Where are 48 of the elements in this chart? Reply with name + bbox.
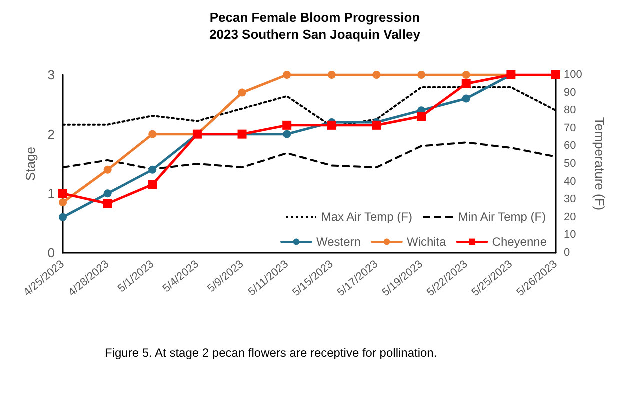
chart-subtitle: 2023 Southern San Joaquin Valley bbox=[210, 27, 422, 42]
legend-label: Wichita bbox=[406, 235, 447, 249]
y2-tick-label: 40 bbox=[564, 176, 576, 188]
y2-tick-label: 50 bbox=[564, 158, 576, 170]
point bbox=[552, 70, 560, 80]
point bbox=[59, 198, 67, 207]
chart-title: Pecan Female Bloom Progression bbox=[210, 10, 420, 25]
y2-tick-label: 30 bbox=[564, 194, 576, 206]
point bbox=[328, 71, 336, 79]
point bbox=[327, 120, 336, 130]
y2-tick-label: 0 bbox=[564, 247, 570, 259]
point bbox=[103, 199, 112, 208]
y-tick-label: 3 bbox=[48, 68, 55, 82]
y2-tick-label: 80 bbox=[564, 104, 576, 117]
legend-label: Cheyenne bbox=[492, 235, 548, 249]
y-axis-title: Stage bbox=[22, 147, 38, 181]
point bbox=[372, 120, 382, 130]
point bbox=[418, 71, 426, 79]
point bbox=[238, 88, 246, 97]
point bbox=[282, 120, 292, 130]
point bbox=[462, 71, 470, 79]
legend-label: Min Air Temp (F) bbox=[458, 210, 546, 224]
point bbox=[372, 71, 381, 79]
point bbox=[59, 213, 67, 222]
point bbox=[58, 189, 68, 198]
y2-tick-label: 60 bbox=[564, 140, 576, 152]
y2-tick-label: 90 bbox=[564, 86, 576, 99]
point bbox=[283, 71, 292, 79]
y2-tick-label: 100 bbox=[564, 69, 582, 81]
legend-label: Western bbox=[316, 235, 361, 249]
y-tick-label: 2 bbox=[48, 126, 55, 142]
point bbox=[417, 112, 426, 122]
point bbox=[283, 130, 292, 138]
y-tick-label: 1 bbox=[48, 186, 55, 202]
point bbox=[148, 166, 157, 174]
y2-axis-title: Temperature (F) bbox=[592, 117, 608, 211]
point bbox=[104, 166, 112, 174]
legend-label: Max Air Temp (F) bbox=[321, 210, 412, 224]
point bbox=[104, 190, 112, 198]
y2-tick-label: 70 bbox=[564, 122, 576, 134]
point bbox=[148, 180, 158, 190]
caption: Figure 5. At stage 2 pecan flowers are receptive for pollination. bbox=[105, 346, 438, 360]
y-tick-label: 0 bbox=[48, 246, 55, 260]
y2-tick-label: 20 bbox=[564, 211, 576, 224]
point bbox=[148, 130, 157, 138]
point bbox=[462, 79, 471, 88]
point bbox=[462, 94, 470, 103]
y2-tick-label: 10 bbox=[564, 229, 576, 242]
